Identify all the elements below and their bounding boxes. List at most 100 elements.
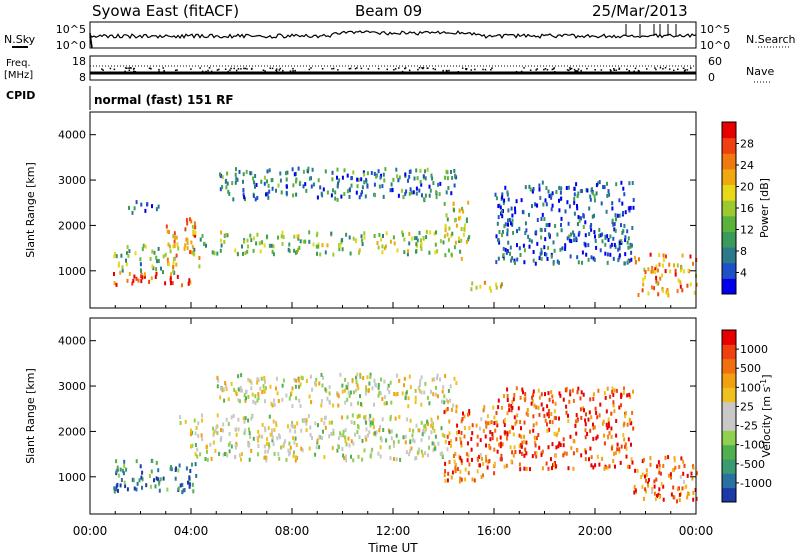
scatter-cell [658, 253, 661, 258]
scatter-cell [407, 404, 410, 409]
x-tick-label: 08:00 [275, 524, 310, 538]
scatter-cell [252, 248, 255, 253]
scatter-cell [504, 222, 507, 227]
scatter-cell [248, 427, 250, 432]
scatter-cell [505, 463, 508, 468]
scatter-cell [486, 465, 489, 470]
scatter-cell [305, 421, 308, 426]
scatter-cell [523, 439, 526, 444]
colorbar-swatch [722, 262, 736, 279]
scatter-cell [692, 497, 695, 502]
freq-dot [573, 68, 576, 71]
scatter-cell [647, 291, 650, 296]
scatter-cell [443, 434, 446, 438]
scatter-cell [302, 239, 305, 244]
scatter-cell [190, 428, 192, 433]
scatter-cell [420, 238, 422, 243]
scatter-cell [114, 251, 117, 256]
scatter-cell [365, 177, 368, 182]
scatter-cell [454, 463, 457, 467]
scatter-cell [186, 221, 189, 226]
freq-dot [262, 69, 265, 71]
scatter-cell [121, 265, 124, 270]
scatter-cell [398, 415, 401, 419]
scatter-cell [373, 402, 375, 407]
scatter-cell [271, 438, 274, 443]
scatter-cell [298, 398, 301, 403]
freq-dot [536, 68, 538, 70]
freq-dot [133, 67, 135, 70]
scatter-cell [541, 212, 544, 217]
scatter-cell [448, 460, 451, 465]
scatter-cell [388, 445, 391, 450]
scatter-cell [674, 268, 677, 273]
scatter-cell [117, 473, 120, 478]
scatter-cell [516, 229, 518, 234]
scatter-cell [568, 399, 571, 404]
freq-dot [523, 67, 525, 69]
scatter-cell [615, 433, 618, 438]
scatter-cell [662, 257, 665, 262]
scatter-cell [510, 425, 513, 430]
scatter-cell [174, 476, 177, 481]
scatter-cell [592, 191, 595, 196]
scatter-cell [296, 456, 299, 460]
scatter-cell [247, 377, 250, 382]
scatter-cell [262, 384, 265, 389]
scatter-cell [419, 179, 422, 184]
scatter-cell [265, 458, 268, 463]
scatter-cell [665, 254, 667, 259]
scatter-cell [241, 244, 243, 249]
scatter-cell [587, 417, 590, 422]
scatter-cell [371, 386, 374, 391]
scatter-cell [169, 278, 172, 282]
freq-dot [664, 67, 667, 69]
scatter-cell [518, 462, 521, 467]
scatter-cell [443, 410, 446, 415]
scatter-cell [446, 170, 449, 175]
scatter-cell [511, 218, 514, 223]
scatter-cell [351, 378, 354, 383]
scatter-cell [126, 487, 129, 492]
scatter-cell [606, 181, 608, 186]
scatter-cell [603, 391, 606, 396]
scatter-cell [415, 191, 418, 196]
scatter-cell [316, 438, 319, 443]
scatter-cell [522, 243, 525, 248]
scatter-cell [131, 281, 134, 286]
scatter-cell [134, 251, 137, 256]
freq-dot [618, 68, 620, 70]
scatter-cell [237, 387, 240, 392]
cpid-label: CPID [6, 89, 35, 102]
scatter-cell [271, 249, 274, 254]
scatter-cell [541, 449, 544, 454]
scatter-cell [347, 390, 350, 395]
scatter-cell [233, 387, 236, 392]
scatter-cell [552, 261, 555, 266]
scatter-cell [266, 191, 269, 196]
scatter-cell [220, 243, 223, 248]
colorbar-swatch [722, 373, 736, 388]
scatter-cell [320, 436, 323, 440]
scatter-cell [491, 432, 494, 436]
scatter-cell [569, 434, 572, 439]
freq-dot [568, 69, 570, 72]
scatter-cell [155, 255, 158, 260]
x-tick-label: 00:00 [73, 524, 108, 538]
scatter-cell [293, 172, 296, 177]
scatter-cell [443, 473, 446, 478]
scatter-cell [454, 451, 457, 456]
scatter-cell [247, 442, 250, 447]
scatter-cell [449, 398, 452, 403]
scatter-cell [570, 239, 573, 244]
scatter-cell [266, 179, 268, 184]
scatter-cell [433, 231, 436, 236]
scatter-cell [460, 477, 463, 482]
scatter-cell [405, 450, 408, 455]
scatter-cell [415, 423, 418, 428]
scatter-cell [401, 391, 404, 396]
scatter-cell [590, 415, 593, 420]
scatter-cell [215, 425, 218, 430]
scatter-cell [509, 245, 512, 250]
x-tick-label: 12:00 [376, 524, 411, 538]
